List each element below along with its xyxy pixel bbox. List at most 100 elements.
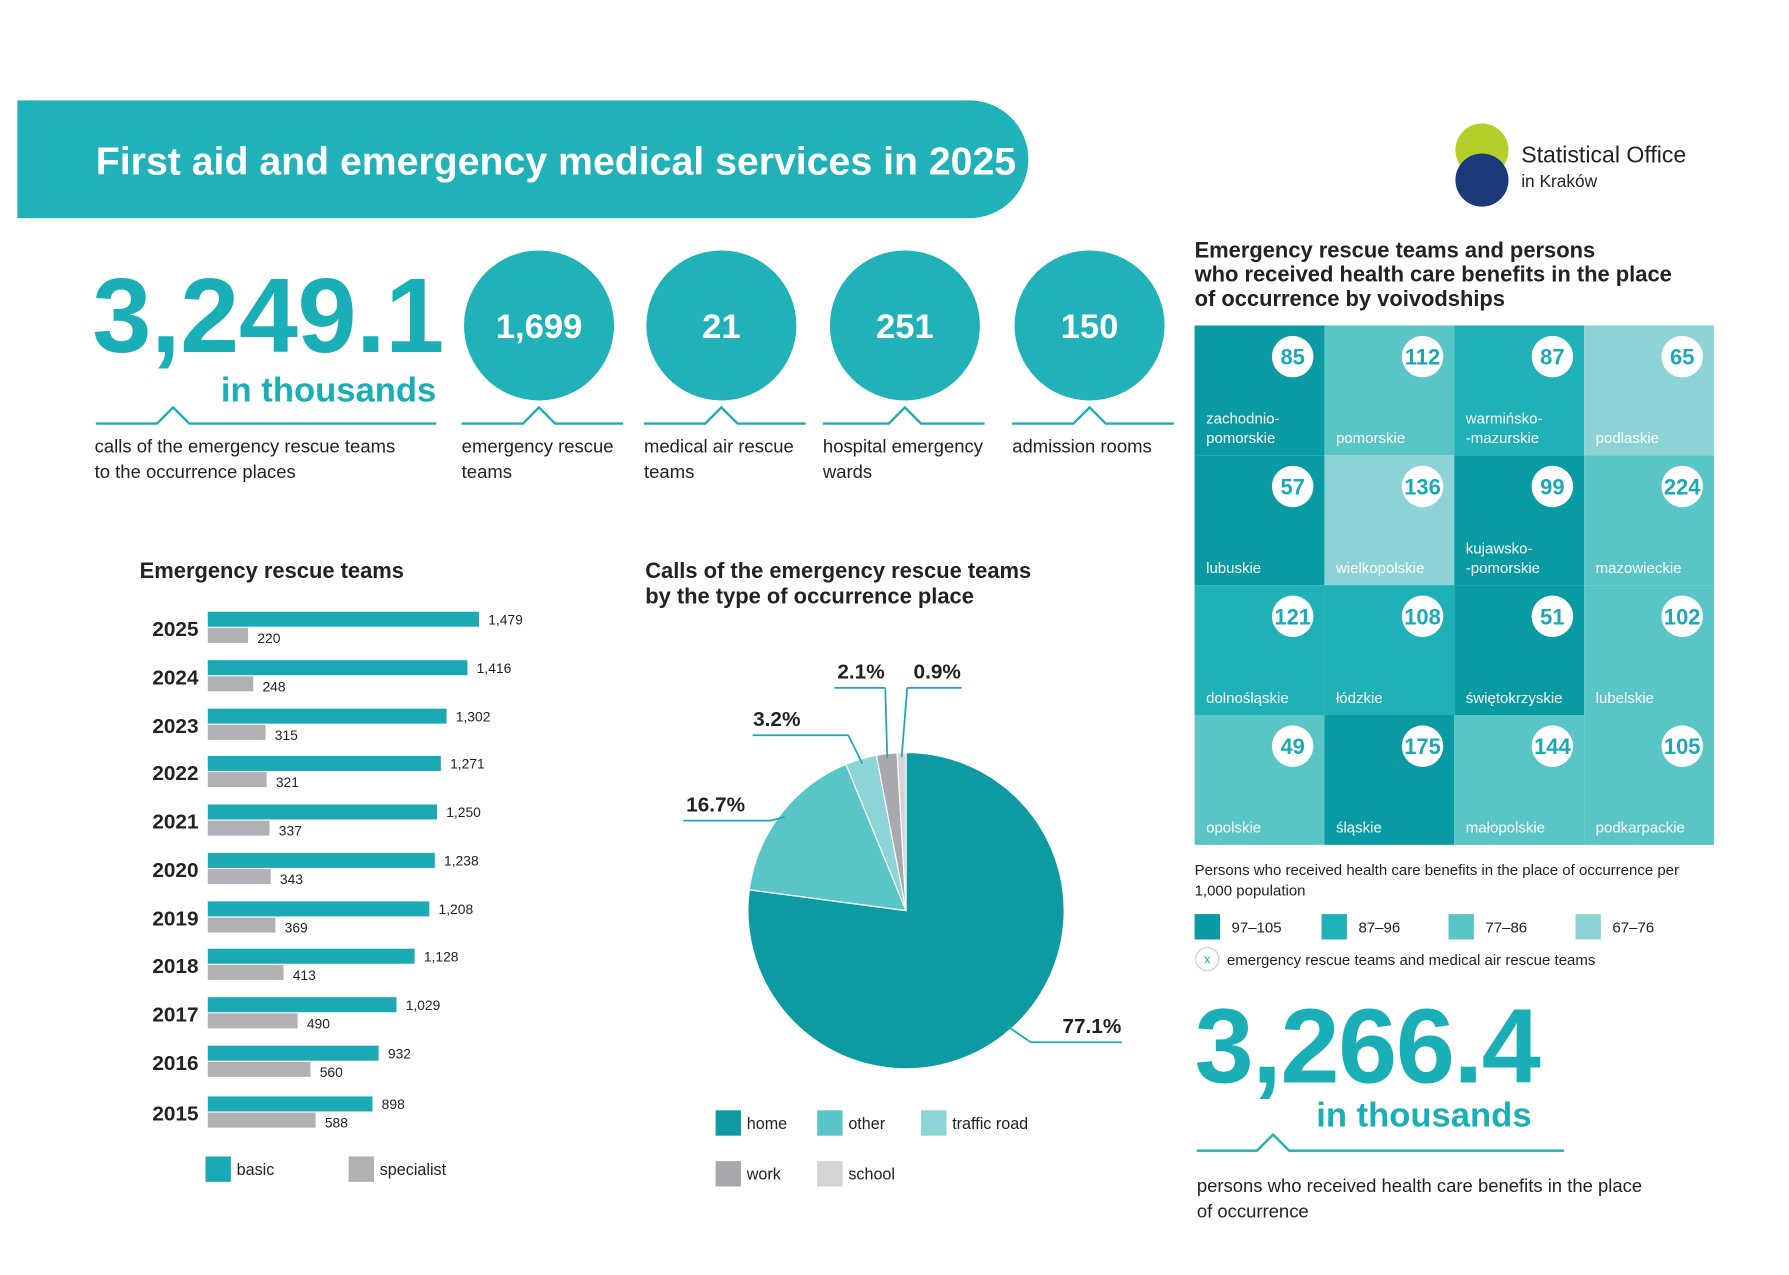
chart-title: Emergency rescue teams (140, 558, 404, 583)
headline-unit: in thousands (221, 372, 436, 410)
value-label: 1,479 (488, 611, 523, 627)
map-title: of occurrence by voivodships (1195, 286, 1505, 311)
tile-name: mazowieckie (1596, 560, 1682, 577)
tile-name: pomorskie (1206, 430, 1275, 447)
leader-line (752, 734, 864, 764)
legend-swatch (348, 1156, 374, 1182)
legend-label: traffic road (952, 1115, 1028, 1133)
figure-value: 1,699 (496, 308, 583, 346)
tile-value: 144 (1534, 734, 1571, 759)
bar (207, 964, 284, 980)
tile-value: 105 (1664, 734, 1701, 759)
pie-value-label: 77.1% (1062, 1015, 1121, 1038)
value-label: 248 (262, 678, 285, 694)
figure-label: admission rooms (1012, 435, 1151, 456)
figure-circle (646, 250, 797, 401)
bar (207, 852, 435, 868)
tile-name: warmińsko- (1465, 411, 1543, 428)
headline-label: to the occurrence places (95, 461, 296, 482)
tile-name: podkarpackie (1596, 820, 1685, 837)
legend-swatch (1194, 914, 1220, 940)
tile-value: 49 (1280, 734, 1304, 759)
figure-label: medical air rescue (644, 435, 794, 456)
figure-circle (1014, 250, 1165, 401)
y-tick-label: 2018 (152, 955, 198, 978)
tile-value: 65 (1670, 345, 1694, 370)
legend-swatch (715, 1161, 741, 1187)
tile-name: wielkopolskie (1335, 560, 1424, 577)
tile-badge (1401, 465, 1444, 508)
logo-circle (1455, 153, 1509, 207)
divider (461, 405, 624, 425)
y-tick-label: 2025 (152, 618, 198, 641)
tile-value: 108 (1404, 604, 1441, 629)
value-label: 337 (279, 823, 302, 839)
value-label: 898 (382, 1096, 405, 1112)
tile-name: -pomorskie (1466, 560, 1540, 577)
legend-label: specialist (380, 1161, 447, 1179)
bar (207, 724, 266, 740)
tile-name: małopolskie (1466, 820, 1545, 837)
bar (207, 948, 415, 964)
bar (207, 676, 254, 692)
chart-title: Calls of the emergency rescue teams (645, 558, 1031, 583)
map-title: who received health care benefits in the… (1194, 262, 1672, 287)
legend-swatch (1448, 914, 1474, 940)
divider (644, 405, 806, 425)
tile-name: zachodnio- (1206, 411, 1279, 428)
tile-value: 102 (1664, 604, 1701, 629)
figure-value: 21 (702, 308, 741, 346)
tile-badge (1401, 725, 1444, 767)
bar (207, 901, 430, 917)
legend-swatch (817, 1110, 843, 1136)
tile-name: świętokrzyskie (1466, 690, 1563, 707)
persons-unit: in thousands (1316, 1096, 1531, 1134)
legend-swatch (205, 1156, 231, 1182)
tile-value: 121 (1274, 604, 1311, 629)
bar (207, 772, 267, 788)
value-label: 413 (293, 967, 316, 983)
legend-label: home (747, 1115, 787, 1133)
value-label: 490 (307, 1015, 330, 1031)
legend-swatch (715, 1110, 741, 1136)
figure-circle (463, 250, 615, 401)
value-label: 343 (280, 871, 303, 887)
tile-name: podlaskie (1596, 430, 1659, 447)
tile-badge (1531, 465, 1574, 508)
tile-value: 85 (1280, 345, 1304, 370)
value-label: 321 (276, 774, 299, 790)
tile-badge (1271, 335, 1314, 378)
value-label: 1,208 (439, 901, 474, 917)
tile-badge (1661, 725, 1703, 767)
tile-value: 175 (1404, 734, 1441, 759)
divider (1012, 405, 1174, 425)
pie-value-label: 3.2% (753, 708, 800, 731)
bar (207, 1112, 316, 1128)
tile-badge (1401, 335, 1444, 378)
tile-name: lubelskie (1596, 690, 1654, 707)
tile-value: 136 (1404, 475, 1441, 500)
figure-label: hospital emergency (823, 435, 984, 456)
map-title: Emergency rescue teams and persons (1195, 237, 1596, 262)
y-tick-label: 2021 (152, 811, 198, 834)
divider (1196, 1132, 1564, 1152)
value-label: 1,238 (444, 853, 479, 869)
y-tick-label: 2015 (152, 1103, 198, 1126)
y-tick-label: 2019 (152, 908, 198, 931)
marker-symbol: x (1204, 953, 1211, 967)
value-label: 369 (285, 920, 308, 936)
tile-badge (1661, 595, 1703, 638)
tile-name: dolnośląskie (1206, 690, 1289, 707)
legend-swatch (921, 1110, 947, 1136)
figure-label: teams (644, 461, 694, 482)
tile-badge (1531, 725, 1574, 767)
tile-badge (1271, 725, 1314, 767)
headline-label: calls of the emergency rescue teams (95, 435, 396, 456)
bar (207, 820, 270, 836)
legend-swatch (1575, 914, 1601, 940)
value-label: 1,250 (446, 804, 481, 820)
bar (207, 917, 276, 933)
y-tick-label: 2020 (152, 859, 198, 882)
